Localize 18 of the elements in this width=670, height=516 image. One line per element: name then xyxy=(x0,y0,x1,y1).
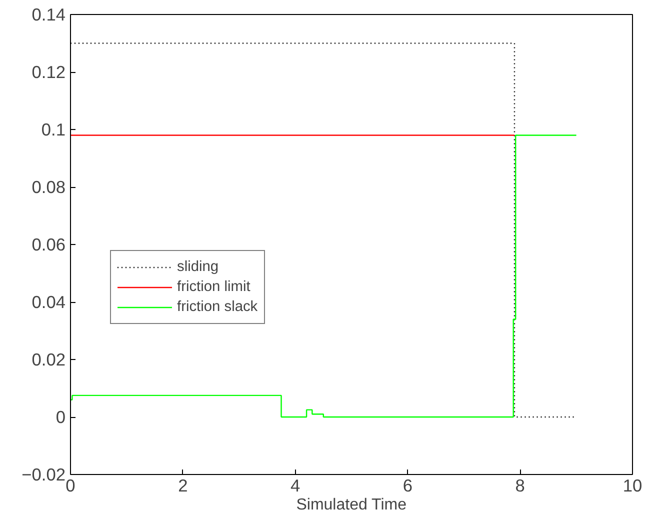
x-axis-title: Simulated Time xyxy=(296,496,407,514)
legend-label: sliding xyxy=(177,259,219,275)
x-tick-label: 10 xyxy=(622,476,642,496)
y-tick-label: 0 xyxy=(56,407,66,427)
legend-label: friction slack xyxy=(177,299,258,315)
y-tick-label: 0.12 xyxy=(32,62,66,82)
x-tick-label: 2 xyxy=(178,476,188,496)
y-tick-label: 0.04 xyxy=(32,292,66,312)
y-tick-label: 0.06 xyxy=(32,234,66,254)
y-tick-label: −0.02 xyxy=(22,464,66,484)
x-tick-label: 6 xyxy=(402,476,413,496)
x-tick-label: 4 xyxy=(290,476,300,496)
legend-label: friction limit xyxy=(177,279,250,295)
y-tick-label: 0.14 xyxy=(32,4,66,24)
y-tick-label: 0.08 xyxy=(32,177,66,197)
y-tick-label: 0.1 xyxy=(41,120,66,140)
x-tick-label: 8 xyxy=(515,476,525,496)
y-tick-label: 0.02 xyxy=(32,350,66,370)
